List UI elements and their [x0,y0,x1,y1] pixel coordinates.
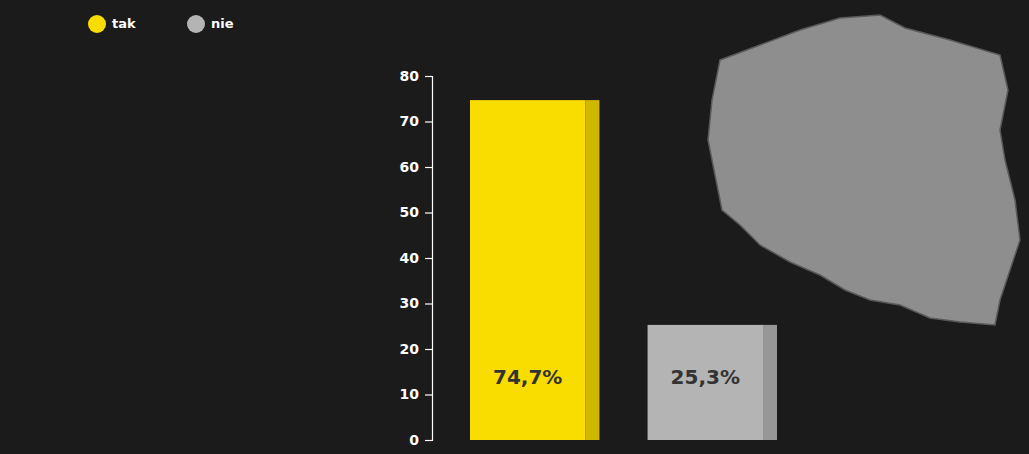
data-label: 74,7% [493,365,562,389]
tick-label: 20 [400,341,420,357]
tick: 60 [400,159,432,175]
bar [470,100,585,440]
tick: 10 [400,386,432,402]
tick: 20 [400,341,432,357]
tick-mark [425,303,432,304]
tick-label: 60 [400,159,420,175]
data-label: 25,3% [671,365,740,389]
tick: 30 [400,295,432,311]
tick-mark [425,121,432,122]
tick-mark [425,76,432,77]
tick: 0 [409,432,432,448]
tick: 50 [400,204,432,220]
tick: 80 [400,68,432,84]
tick-mark [425,349,432,350]
tick-label: 0 [409,432,419,448]
tick-mark [425,440,432,441]
tick-mark [425,394,432,395]
tick-label: 30 [400,295,420,311]
map-decoration [708,15,1020,325]
legend-label: tak [112,16,136,31]
tick: 40 [400,250,432,266]
bar-side [763,325,777,440]
tick-mark [425,258,432,259]
tick-label: 70 [400,113,420,129]
tick-mark [425,212,432,213]
bar-side [585,100,599,440]
chart: 0 10 20 30 40 50 60 70 80 74,7% 25,3% tak nie [0,0,1029,454]
background [0,0,1029,454]
bars [470,100,777,440]
legend-swatch [88,15,106,33]
legend: tak nie [88,15,234,33]
legend-label: nie [211,16,234,31]
tick: 70 [400,113,432,129]
tick-label: 50 [400,204,420,220]
bar [648,325,763,440]
y-axis: 0 10 20 30 40 50 60 70 80 [400,68,433,448]
tick-mark [425,167,432,168]
axis-line [425,77,433,441]
tick-label: 40 [400,250,420,266]
legend-swatch [187,15,205,33]
tick-label: 10 [400,386,420,402]
tick-label: 80 [400,68,420,84]
